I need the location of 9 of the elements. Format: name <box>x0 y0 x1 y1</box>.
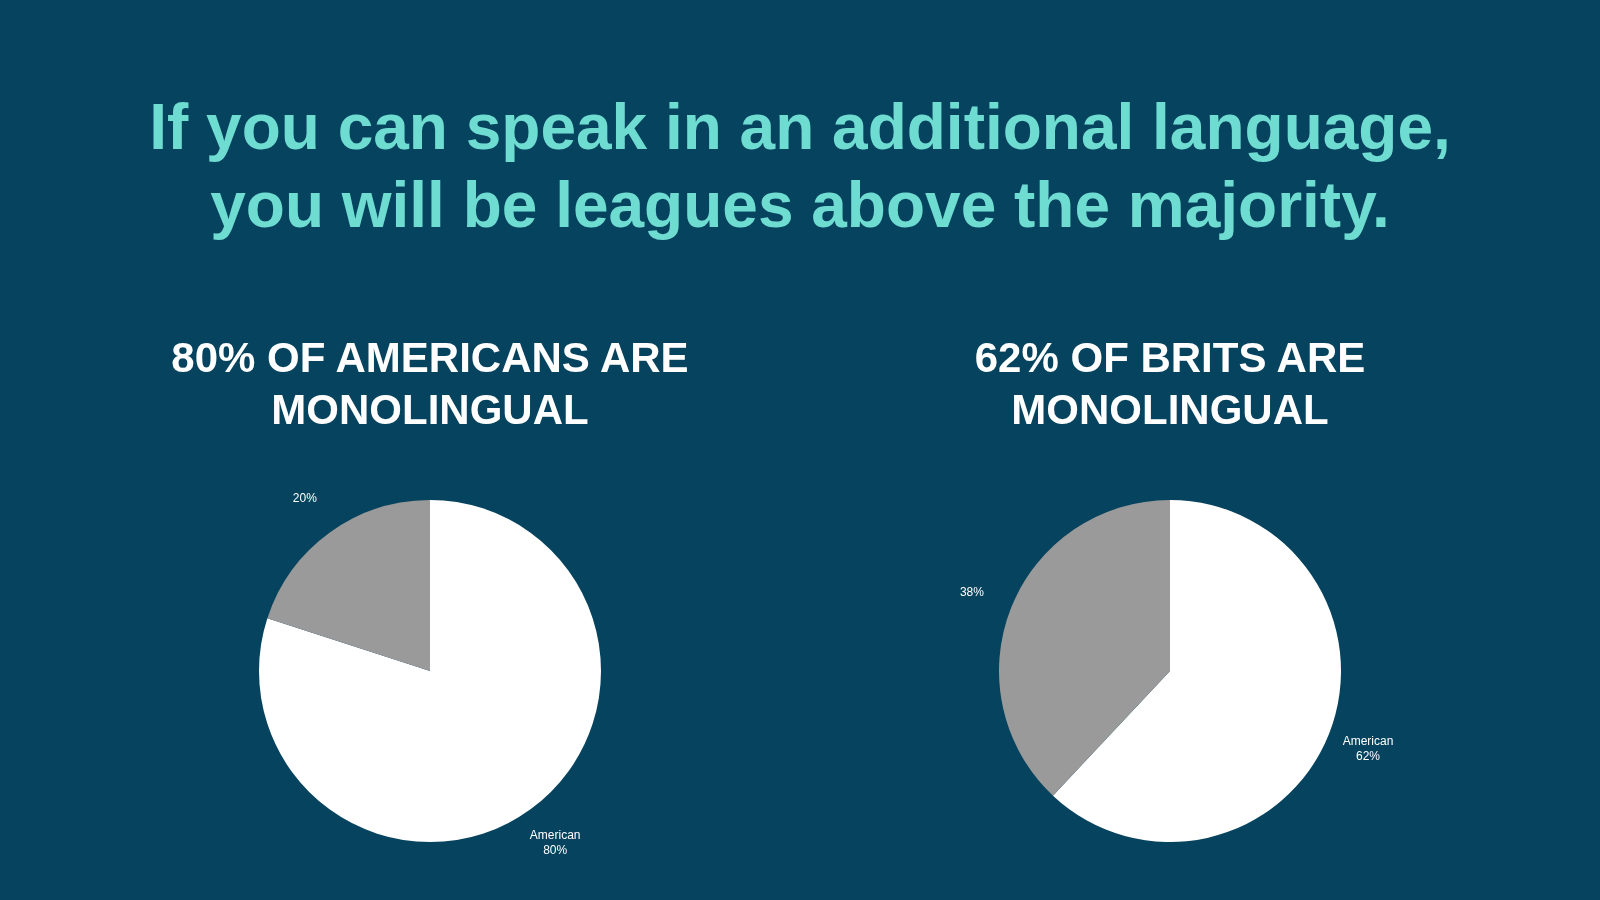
data-label: 20% <box>292 490 318 505</box>
chart-title: 62% OF BRITS ARE MONOLINGUAL <box>973 333 1367 435</box>
data-label: 38% <box>959 584 985 599</box>
slice-label: American <box>529 828 581 843</box>
data-label: 80% <box>543 843 568 858</box>
text: If you can speak in an additional language, you will be leagues above the majority. <box>148 90 1452 243</box>
chart-title: 80% OF AMERICANS ARE MONOLINGUAL <box>170 333 690 435</box>
slice-label: American <box>1342 734 1394 749</box>
data-label: 62% <box>1356 749 1381 764</box>
